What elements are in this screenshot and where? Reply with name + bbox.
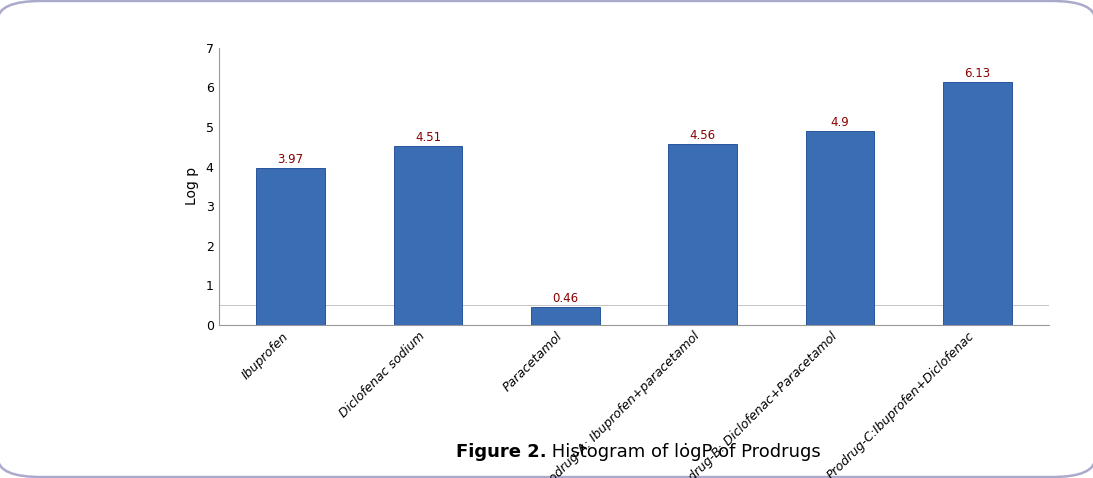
Bar: [393, 146, 462, 325]
Bar: [531, 307, 600, 325]
Text: Histogram of lȯgP of Prodrugs: Histogram of lȯgP of Prodrugs: [546, 443, 821, 461]
Bar: [257, 168, 325, 325]
Text: 4.51: 4.51: [415, 131, 442, 144]
Text: 4.9: 4.9: [831, 116, 849, 129]
Bar: [668, 144, 737, 325]
Text: 3.97: 3.97: [278, 153, 304, 166]
Bar: [806, 131, 874, 325]
Text: 0.46: 0.46: [552, 292, 578, 305]
Y-axis label: Log p: Log p: [185, 167, 199, 206]
Text: Figure 2.: Figure 2.: [456, 443, 546, 461]
Bar: [943, 82, 1011, 325]
Text: 6.13: 6.13: [964, 67, 990, 80]
Text: 4.56: 4.56: [690, 130, 716, 142]
